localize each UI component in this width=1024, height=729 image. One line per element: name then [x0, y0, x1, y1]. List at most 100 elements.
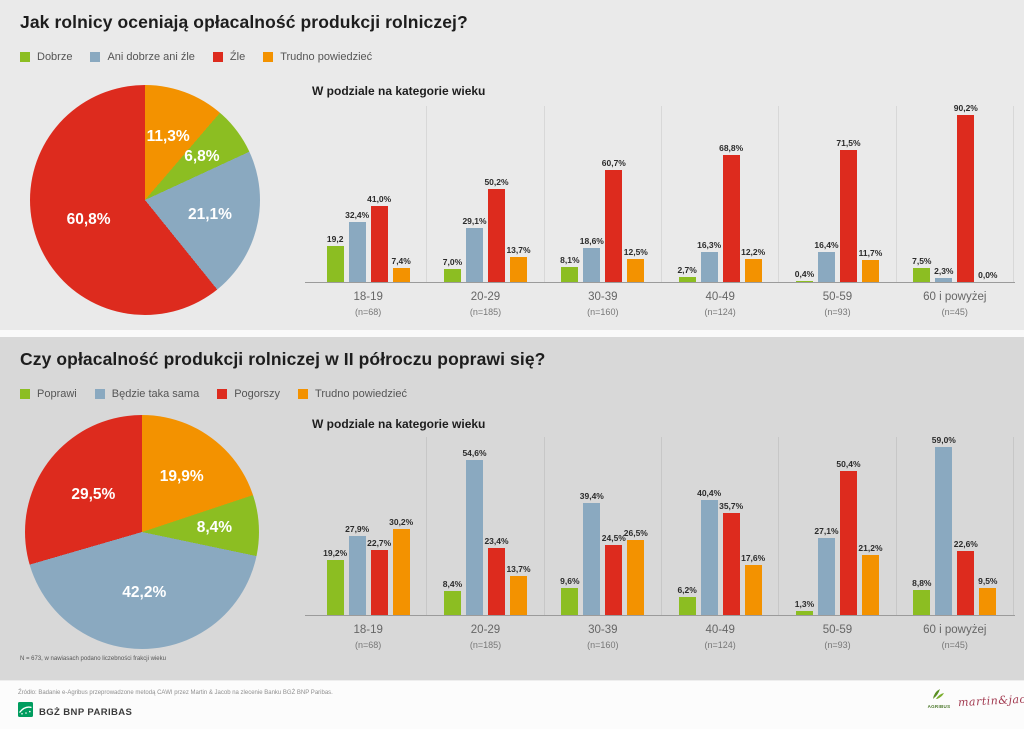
age-label: 50-59 [822, 291, 853, 303]
bar-group-0: 19,2 32,4% 41,0% 7,4% 18-19 (n=68) [310, 106, 428, 317]
age-label: 50-59 [822, 624, 853, 636]
bar-unit: 6,2% [677, 585, 697, 615]
bar-group-3: 2,7% 16,3% 68,8% 12,2% 40-49 (n=124) [662, 106, 780, 317]
bar-value-label: 9,5% [978, 576, 998, 586]
legend-swatch-red [212, 52, 223, 62]
bar-value-label: 2,3% [934, 266, 954, 276]
bar-row: 19,2 32,4% 41,0% 7,4% [310, 194, 426, 282]
bar-blue [700, 500, 718, 615]
bar-green [678, 597, 696, 615]
section-divider [0, 330, 1024, 337]
bar-value-label: 60,7% [601, 158, 626, 168]
bar-value-label: 21,2% [858, 543, 883, 553]
bar-value-label: 19,2% [323, 548, 348, 558]
bar-chart: W podziale na kategorie wieku 19,2 32,4% 41… [305, 0, 1016, 330]
age-label: 20-29 [470, 291, 501, 303]
pie-chart: 11,3% 6,8% 21,1% 60,8% [30, 85, 260, 315]
bar-group-5: 8,8% 59,0% 22,6% 9,5% 60 i powyżej (n=45) [897, 435, 1014, 650]
count-label: (n=124) [704, 640, 736, 650]
bar-plot: 19,2% 27,9% 22,7% 30,2% 18-19 (n=68) 8,4% 54,6%… [305, 435, 1015, 650]
bar-red [487, 189, 505, 282]
bar-group-2: 9,6% 39,4% 24,5% 26,5% 30-39 (n=160) [545, 437, 662, 650]
bar-row: 9,6% 39,4% 24,5% 26,5% [545, 491, 661, 615]
bar-blue [348, 222, 366, 282]
bar-value-label: 22,6% [953, 539, 978, 549]
bar-unit: 32,4% [345, 210, 369, 282]
bar-unit: 19,2 [326, 234, 344, 282]
legend: Poprawi Będzie taka sama Pogorszy Trudno po… [20, 388, 407, 400]
legend-swatch-green [20, 52, 30, 62]
bar-group-1: 7,0% 29,1% 50,2% 13,7% 20-29 (n=185) [427, 106, 545, 317]
bar-row: 0,4% 16,4% 71,5% 11,7% [779, 138, 895, 282]
bar-value-label: 19,2 [326, 234, 344, 244]
bar-value-label: 1,3% [794, 599, 815, 609]
bar-group-4: 1,3% 27,1% 50,4% 21,2% 50-59 (n=93) [779, 437, 897, 650]
legend-label: Trudno powiedzieć [280, 51, 373, 63]
bar-value-label: 13,7% [506, 245, 531, 255]
bar-unit: 13,7% [506, 245, 531, 282]
bar-green [561, 267, 579, 282]
bar-value-label: 8,8% [912, 578, 932, 588]
count-label: (n=68) [355, 640, 382, 650]
bar-unit: 50,2% [484, 177, 509, 282]
bar-orange [627, 540, 645, 615]
bar-value-label: 27,1% [814, 526, 839, 536]
bar-value-label: 9,6% [560, 576, 580, 586]
bar-value-label: 6,2% [677, 585, 697, 595]
legend-item: Źle [212, 51, 245, 63]
bar-unit: 8,4% [443, 579, 462, 615]
legend-swatch-green [20, 389, 30, 399]
legend-item: Pogorszy [217, 388, 280, 400]
bar-unit: 16,3% [697, 240, 721, 282]
bar-value-label: 26,5% [623, 528, 648, 538]
bar-orange [627, 259, 645, 282]
bar-value-label: 39,4% [579, 491, 604, 501]
bar-unit: 7,0% [443, 257, 462, 282]
pie-slice-label: 8,4% [196, 518, 233, 536]
bar-row: 2,7% 16,3% 68,8% 12,2% [662, 143, 778, 282]
bar-unit: 59,0% [932, 435, 956, 615]
bar-blue [465, 228, 483, 282]
bar-unit: 60,7% [602, 158, 626, 282]
legend-label: Będzie taka sama [111, 388, 200, 400]
bar-green [795, 611, 813, 615]
bar-value-label: 8,1% [560, 255, 580, 265]
bar-value-label: 11,7% [858, 248, 883, 258]
bar-unit: 9,5% [978, 576, 998, 615]
legend-item: Ani dobrze ani źle [90, 51, 195, 63]
count-label: (n=160) [587, 640, 619, 650]
bar-value-label: 30,2% [389, 517, 414, 527]
bar-unit: 22,7% [367, 538, 391, 615]
bar-unit: 24,5% [602, 533, 626, 615]
bar-unit: 22,6% [954, 539, 978, 615]
bar-chart-title: W podziale na kategorie wieku [312, 84, 486, 98]
bar-green [326, 560, 344, 615]
bar-blue [817, 252, 835, 282]
bar-value-label: 16,3% [697, 240, 722, 250]
axis-baseline [305, 615, 1015, 616]
bar-row: 6,2% 40,4% 35,7% 17,6% [662, 488, 778, 615]
bar-blue [817, 538, 835, 615]
bar-chart-title: W podziale na kategorie wieku [312, 417, 486, 431]
bar-red [722, 155, 740, 282]
legend-item: Dobrze [20, 51, 72, 63]
bar-value-label: 22,7% [367, 538, 392, 548]
bar-unit: 12,5% [624, 247, 648, 282]
bar-red [722, 513, 740, 615]
bar-plot: 19,2 32,4% 41,0% 7,4% 18-19 (n=68) 7,0% 29,1% 50… [305, 103, 1015, 317]
count-label: (n=68) [355, 307, 382, 317]
bar-blue [583, 503, 601, 615]
bar-unit: 50,4% [836, 459, 861, 615]
bar-unit: 2,7% [677, 265, 697, 282]
count-label: (n=124) [704, 307, 736, 317]
bar-group-3: 6,2% 40,4% 35,7% 17,6% 40-49 (n=124) [662, 437, 780, 650]
count-label: (n=93) [824, 640, 851, 650]
section-profitability-assessment: Jak rolnicy oceniają opłacalność produkc… [0, 0, 1024, 330]
bar-group-2: 8,1% 18,6% 60,7% 12,5% 30-39 (n=160) [545, 106, 662, 317]
bar-unit: 2,3% [934, 266, 954, 282]
footnote: N = 673, w nawiasach podano liczebności … [20, 656, 166, 662]
bar-value-label: 32,4% [345, 210, 370, 220]
legend-swatch-orange [263, 52, 274, 62]
bar-orange [979, 588, 997, 615]
legend-label: Dobrze [37, 51, 73, 63]
